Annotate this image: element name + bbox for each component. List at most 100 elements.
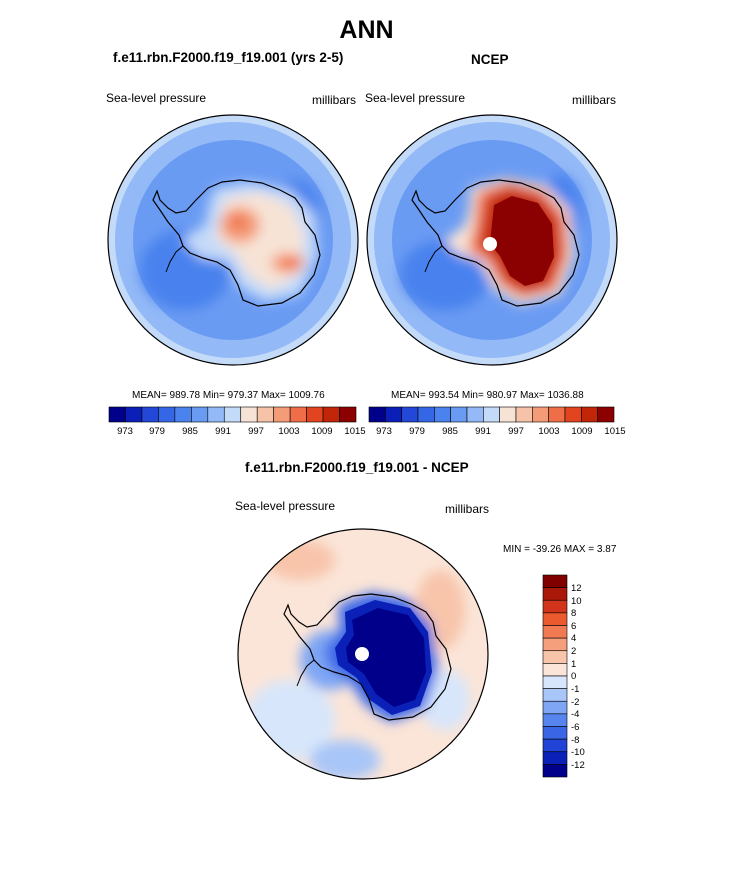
colorbar-tick-difference: -12 xyxy=(571,760,585,771)
field-patch xyxy=(310,740,380,779)
field-high xyxy=(230,215,246,229)
units-label-ncep: millibars xyxy=(572,93,617,107)
colorbar-difference-swatch xyxy=(542,675,568,689)
colorbar-ncep-swatch xyxy=(401,406,419,423)
map-difference xyxy=(237,528,489,780)
colorbar-tick-difference: -10 xyxy=(571,747,585,758)
peninsula-outline xyxy=(296,659,315,687)
colorbar-tick-model: 1003 xyxy=(278,426,300,437)
colorbar-ncep-swatch xyxy=(564,406,582,423)
antarctica-outline xyxy=(411,179,580,307)
colorbar-difference-swatch xyxy=(542,751,568,765)
colorbar-difference-swatch xyxy=(542,625,568,639)
stats-difference: MIN = -39.26 MAX = 3.87 xyxy=(503,544,617,555)
colorbar-difference-swatch xyxy=(542,574,568,588)
colorbar-difference-swatch xyxy=(542,599,568,614)
map-border xyxy=(107,114,359,366)
field-ice-diff xyxy=(346,608,426,707)
colorbar-difference-swatch xyxy=(542,726,568,740)
colorbar-tick-difference: 8 xyxy=(571,608,577,619)
variable-label-ncep: Sea-level pressure xyxy=(365,91,466,105)
colorbar-model-swatch xyxy=(273,406,291,423)
colorbar-difference-swatch xyxy=(542,612,568,626)
colorbar-tick-difference: 12 xyxy=(571,583,582,594)
colorbar-tick-ncep: 985 xyxy=(442,426,458,437)
panel-title-difference: f.e11.rbn.F2000.f19_f19.001 - NCEP xyxy=(245,460,469,475)
map-ncep xyxy=(366,114,618,366)
colorbar-ncep-swatch xyxy=(483,406,500,423)
colorbar-ncep-swatch xyxy=(532,406,549,423)
colorbar-tick-difference: -1 xyxy=(571,684,580,695)
colorbar-tick-ncep: 991 xyxy=(475,426,491,437)
colorbar-model-swatch xyxy=(256,406,274,423)
map-border xyxy=(366,114,618,366)
peninsula-outline xyxy=(165,245,184,273)
stats-ncep: MEAN= 993.54 Min= 980.97 Max= 1036.88 xyxy=(391,390,584,401)
colorbar-difference-swatch xyxy=(542,764,568,778)
panel-title-ncep: NCEP xyxy=(471,52,509,67)
colorbar-tick-ncep: 997 xyxy=(508,426,524,437)
colorbar-ncep-swatch xyxy=(581,406,598,423)
colorbar-tick-difference: 4 xyxy=(571,633,577,644)
colorbar-ncep-swatch xyxy=(548,406,566,423)
colorbar-tick-model: 1015 xyxy=(344,426,366,437)
pole-hole-marker xyxy=(355,647,369,661)
colorbar-tick-ncep: 1009 xyxy=(571,426,593,437)
colorbar-tick-difference: -2 xyxy=(571,697,580,708)
colorbar-tick-difference: 6 xyxy=(571,621,577,632)
panel-title-model: f.e11.rbn.F2000.f19_f19.001 (yrs 2-5) xyxy=(113,50,344,65)
colorbar-tick-difference: 1 xyxy=(571,659,577,670)
field-high xyxy=(282,258,298,268)
colorbar-model-swatch xyxy=(223,406,242,423)
colorbar-tick-model: 1009 xyxy=(311,426,333,437)
colorbar-model xyxy=(108,406,357,423)
colorbar-tick-ncep: 1015 xyxy=(604,426,626,437)
colorbar-model-swatch xyxy=(240,406,258,423)
field-low xyxy=(400,240,490,310)
colorbar-ncep-swatch xyxy=(515,406,533,423)
colorbar-ncep xyxy=(368,406,615,423)
colorbar-ncep-swatch xyxy=(466,406,484,423)
map-model xyxy=(107,114,359,366)
colorbar-ncep-swatch xyxy=(417,406,435,423)
colorbar-ncep-swatch xyxy=(499,406,517,423)
colorbar-tick-difference: 0 xyxy=(571,671,577,682)
antarctica-outline xyxy=(152,179,321,307)
units-label-difference: millibars xyxy=(445,502,490,516)
colorbar-difference-swatch xyxy=(542,650,568,664)
colorbar-model-swatch xyxy=(289,406,307,423)
colorbar-ncep-swatch xyxy=(368,406,386,423)
colorbar-tick-model: 973 xyxy=(117,426,133,437)
colorbar-model-swatch xyxy=(158,406,176,423)
colorbar-difference-swatch xyxy=(542,700,568,715)
colorbar-tick-ncep: 1003 xyxy=(538,426,560,437)
colorbar-model-swatch xyxy=(306,406,324,423)
colorbar-model-swatch xyxy=(207,406,225,423)
colorbar-model-swatch xyxy=(125,406,143,423)
pole-hole-marker xyxy=(483,237,497,251)
variable-label-model: Sea-level pressure xyxy=(106,91,207,105)
antarctica-outline xyxy=(283,593,452,721)
colorbar-difference-swatch xyxy=(542,713,568,727)
colorbar-tick-difference: -6 xyxy=(571,722,580,733)
colorbar-model-swatch xyxy=(322,406,340,423)
map-border xyxy=(237,528,489,780)
colorbar-tick-model: 997 xyxy=(248,426,264,437)
colorbar-tick-ncep: 973 xyxy=(376,426,392,437)
colorbar-difference xyxy=(542,574,568,778)
colorbar-difference-swatch xyxy=(542,663,568,677)
field-max xyxy=(490,196,554,286)
colorbar-difference-swatch xyxy=(542,637,568,652)
colorbar-tick-difference: 10 xyxy=(571,596,582,607)
colorbar-difference-swatch xyxy=(542,587,568,601)
colorbar-model-swatch xyxy=(141,406,159,423)
colorbar-ncep-swatch xyxy=(385,406,402,423)
units-label-model: millibars xyxy=(312,93,357,107)
colorbar-ncep-swatch xyxy=(434,406,451,423)
variable-label-difference: Sea-level pressure xyxy=(235,499,336,513)
colorbar-tick-model: 991 xyxy=(215,426,231,437)
colorbar-tick-model: 985 xyxy=(182,426,198,437)
colorbar-model-swatch xyxy=(108,406,126,423)
colorbar-tick-difference: 2 xyxy=(571,646,577,657)
